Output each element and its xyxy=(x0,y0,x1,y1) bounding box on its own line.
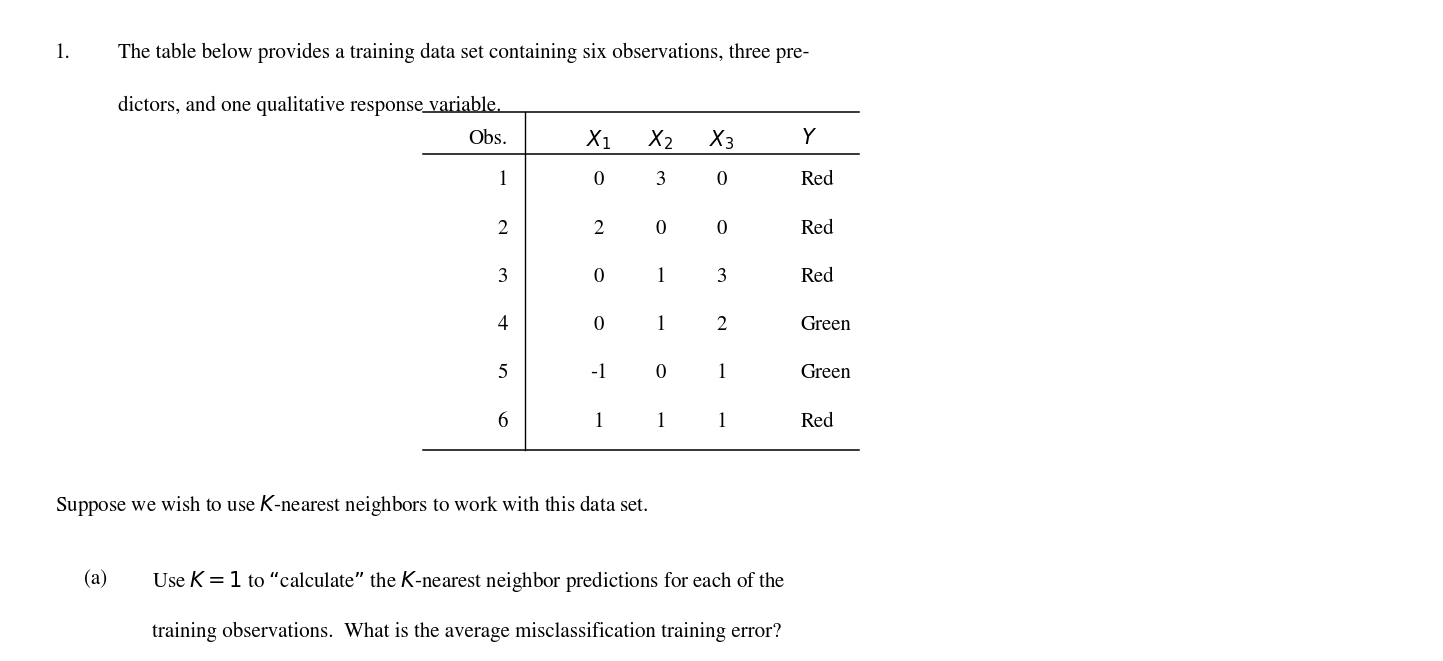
Text: 0: 0 xyxy=(655,219,667,239)
Text: 0: 0 xyxy=(593,267,605,287)
Text: $X_3$: $X_3$ xyxy=(709,129,734,153)
Text: Red: Red xyxy=(801,219,834,239)
Text: 2: 2 xyxy=(498,219,508,239)
Text: 0: 0 xyxy=(593,315,605,335)
Text: Obs.: Obs. xyxy=(469,129,508,149)
Text: -1: -1 xyxy=(590,364,608,383)
Text: 0: 0 xyxy=(716,171,727,190)
Text: 1: 1 xyxy=(593,412,605,432)
Text: training observations.  What is the average misclassification training error?: training observations. What is the avera… xyxy=(152,622,781,642)
Text: 3: 3 xyxy=(716,267,727,287)
Text: 4: 4 xyxy=(498,315,508,335)
Text: Use $K = 1$ to “calculate” the $K$-nearest neighbor predictions for each of the: Use $K = 1$ to “calculate” the $K$-neare… xyxy=(152,569,785,594)
Text: $Y$: $Y$ xyxy=(801,129,817,149)
Text: Suppose we wish to use $K$-nearest neighbors to work with this data set.: Suppose we wish to use $K$-nearest neigh… xyxy=(55,493,648,518)
Text: 1.: 1. xyxy=(55,43,71,63)
Text: $X_2$: $X_2$ xyxy=(648,129,674,153)
Text: 2: 2 xyxy=(716,315,727,335)
Text: Red: Red xyxy=(801,267,834,287)
Text: 0: 0 xyxy=(716,219,727,239)
Text: 1: 1 xyxy=(655,315,667,335)
Text: 0: 0 xyxy=(655,364,667,383)
Text: 1: 1 xyxy=(716,412,727,432)
Text: 2: 2 xyxy=(593,219,605,239)
Text: Red: Red xyxy=(801,171,834,190)
Text: 1: 1 xyxy=(716,364,727,383)
Text: 3: 3 xyxy=(498,267,508,287)
Text: The table below provides a training data set containing six observations, three : The table below provides a training data… xyxy=(118,43,810,63)
Text: Red: Red xyxy=(801,412,834,432)
Text: 1: 1 xyxy=(655,412,667,432)
Text: (a): (a) xyxy=(84,569,107,589)
Text: 3: 3 xyxy=(655,171,667,190)
Text: dictors, and one qualitative response variable.: dictors, and one qualitative response va… xyxy=(118,96,502,116)
Text: 1: 1 xyxy=(498,171,508,190)
Text: 1: 1 xyxy=(655,267,667,287)
Text: 0: 0 xyxy=(593,171,605,190)
Text: $X_1$: $X_1$ xyxy=(586,129,612,153)
Text: Green: Green xyxy=(801,315,851,335)
Text: 6: 6 xyxy=(498,412,508,432)
Text: 5: 5 xyxy=(498,364,508,383)
Text: Green: Green xyxy=(801,364,851,383)
